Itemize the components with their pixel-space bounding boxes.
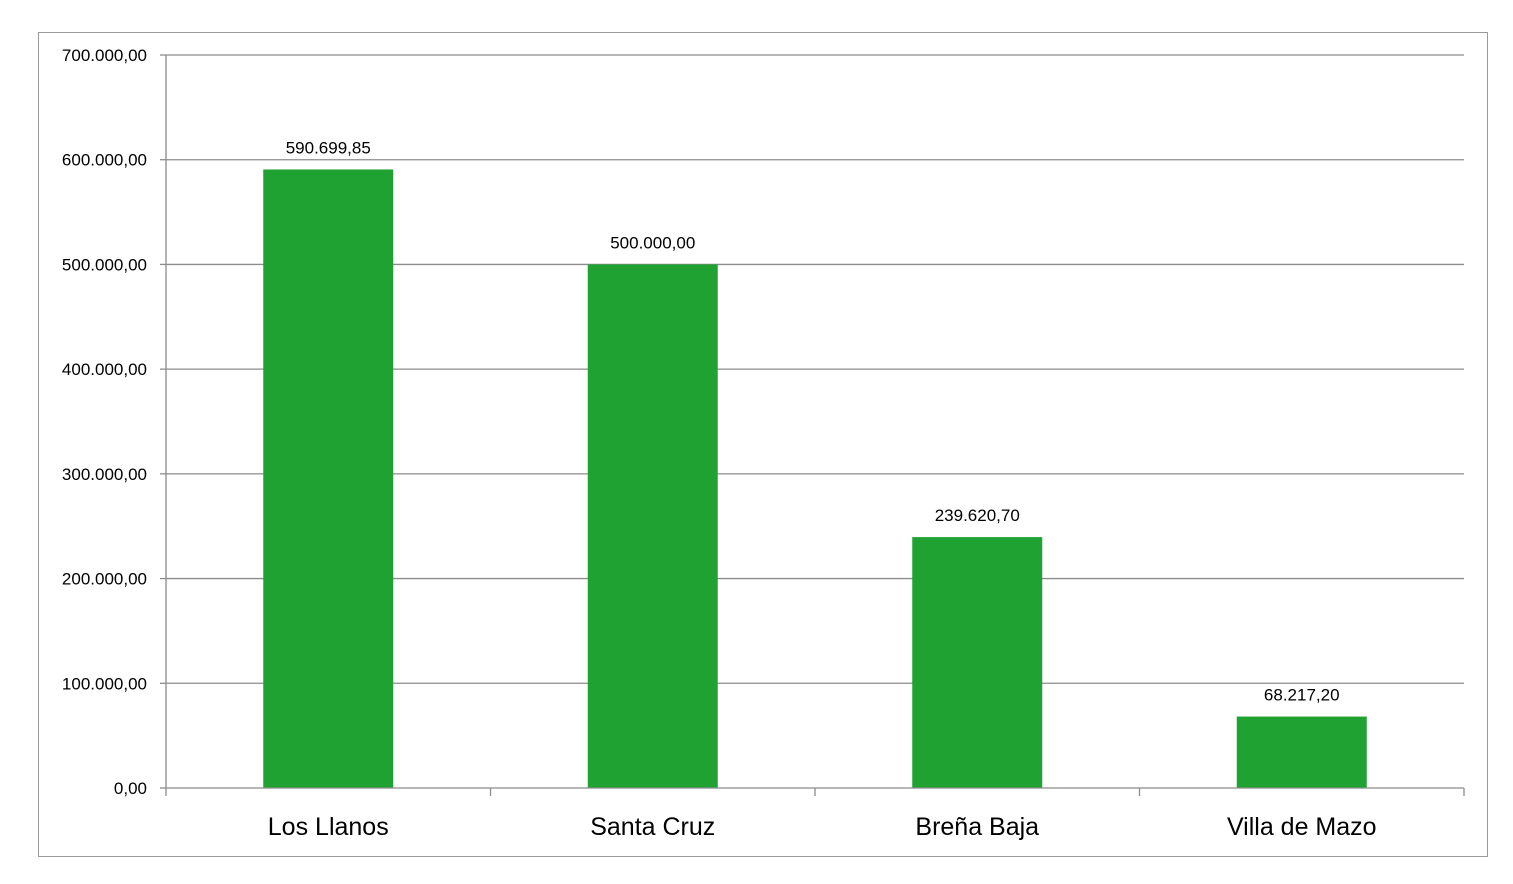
y-tick-label: 400.000,00 (62, 360, 147, 379)
data-label: 239.620,70 (935, 506, 1020, 525)
y-tick-label: 100.000,00 (62, 674, 147, 693)
category-label: Los Llanos (268, 813, 389, 841)
category-label: Breña Baja (915, 813, 1039, 841)
bars (263, 169, 1367, 788)
y-axis-tick-labels: 0,00 100.000,00 200.000,00 300.000,00 400.00… (62, 46, 147, 798)
bar (263, 169, 394, 788)
bar (587, 264, 718, 788)
y-tick-label: 600.000,00 (62, 151, 147, 170)
y-tick-label: 500.000,00 (62, 255, 147, 274)
y-tick-label: 700.000,00 (62, 46, 147, 65)
data-label: 590.699,85 (286, 138, 371, 157)
category-label: Santa Cruz (590, 813, 715, 841)
axes (160, 54, 1465, 796)
data-labels: 590.699,85 500.000,00 239.620,70 68.217,20 (286, 138, 1340, 704)
data-label: 68.217,20 (1264, 686, 1340, 705)
x-axis-category-labels: Los Llanos Santa Cruz Breña Baja Villa de M… (268, 813, 1377, 841)
bar (912, 537, 1043, 788)
bar (1236, 716, 1367, 788)
y-tick-label: 300.000,00 (62, 465, 147, 484)
category-label: Villa de Mazo (1227, 813, 1377, 841)
y-tick-label: 200.000,00 (62, 570, 147, 589)
data-label: 500.000,00 (610, 233, 695, 252)
y-tick-label: 0,00 (114, 779, 147, 798)
